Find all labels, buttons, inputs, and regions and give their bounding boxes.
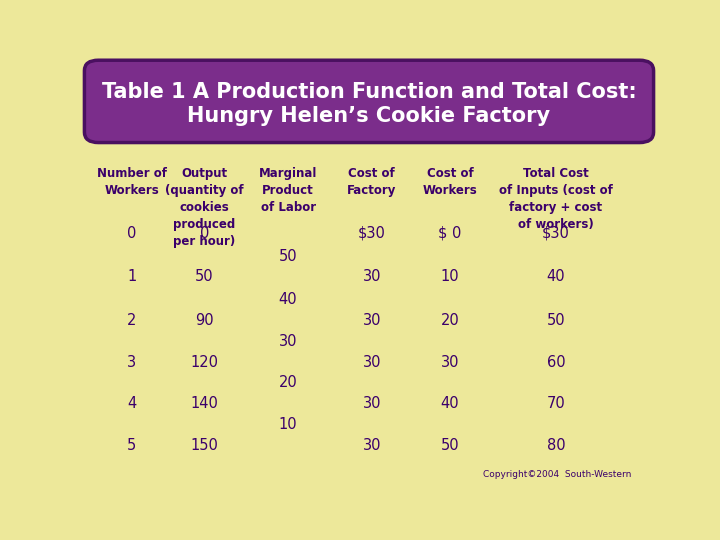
Text: 0: 0: [199, 226, 209, 241]
Text: 140: 140: [191, 396, 218, 411]
Text: Cost of
Factory: Cost of Factory: [347, 167, 397, 197]
Text: 40: 40: [546, 269, 565, 285]
Text: Output
(quantity of
cookies
produced
per hour): Output (quantity of cookies produced per…: [165, 167, 243, 248]
Text: 10: 10: [279, 417, 297, 432]
Text: 5: 5: [127, 438, 137, 453]
Text: 30: 30: [279, 334, 297, 349]
Text: Total Cost
of Inputs (cost of
factory + cost
of workers): Total Cost of Inputs (cost of factory + …: [499, 167, 613, 231]
Text: Copyright©2004  South-Western: Copyright©2004 South-Western: [483, 469, 631, 478]
Text: 0: 0: [127, 226, 137, 241]
Text: 30: 30: [363, 269, 381, 285]
Text: 1: 1: [127, 269, 137, 285]
Text: Marginal
Product
of Labor: Marginal Product of Labor: [259, 167, 318, 214]
Text: 90: 90: [195, 313, 214, 328]
Text: 4: 4: [127, 396, 137, 411]
Text: 120: 120: [190, 355, 218, 369]
Text: 50: 50: [279, 248, 297, 264]
Text: 3: 3: [127, 355, 136, 369]
Text: $30: $30: [542, 226, 570, 241]
Text: Table 1 A Production Function and Total Cost:: Table 1 A Production Function and Total …: [102, 82, 636, 102]
Text: $ 0: $ 0: [438, 226, 462, 241]
Text: 10: 10: [441, 269, 459, 285]
Text: 50: 50: [546, 313, 565, 328]
Text: 30: 30: [363, 355, 381, 369]
Text: 30: 30: [363, 313, 381, 328]
Text: 30: 30: [363, 396, 381, 411]
Text: 80: 80: [546, 438, 565, 453]
Text: 50: 50: [195, 269, 214, 285]
Text: 20: 20: [441, 313, 459, 328]
Text: 150: 150: [191, 438, 218, 453]
Text: 40: 40: [441, 396, 459, 411]
Text: 50: 50: [441, 438, 459, 453]
Text: 20: 20: [279, 375, 297, 390]
Text: 40: 40: [279, 292, 297, 307]
Text: 2: 2: [127, 313, 137, 328]
Text: Cost of
Workers: Cost of Workers: [423, 167, 477, 197]
Text: Hungry Helen’s Cookie Factory: Hungry Helen’s Cookie Factory: [187, 106, 551, 126]
Text: Number of
Workers: Number of Workers: [97, 167, 167, 197]
Text: 30: 30: [441, 355, 459, 369]
Text: 60: 60: [546, 355, 565, 369]
Text: 70: 70: [546, 396, 565, 411]
Text: $30: $30: [358, 226, 386, 241]
Text: 30: 30: [363, 438, 381, 453]
FancyBboxPatch shape: [84, 60, 654, 143]
